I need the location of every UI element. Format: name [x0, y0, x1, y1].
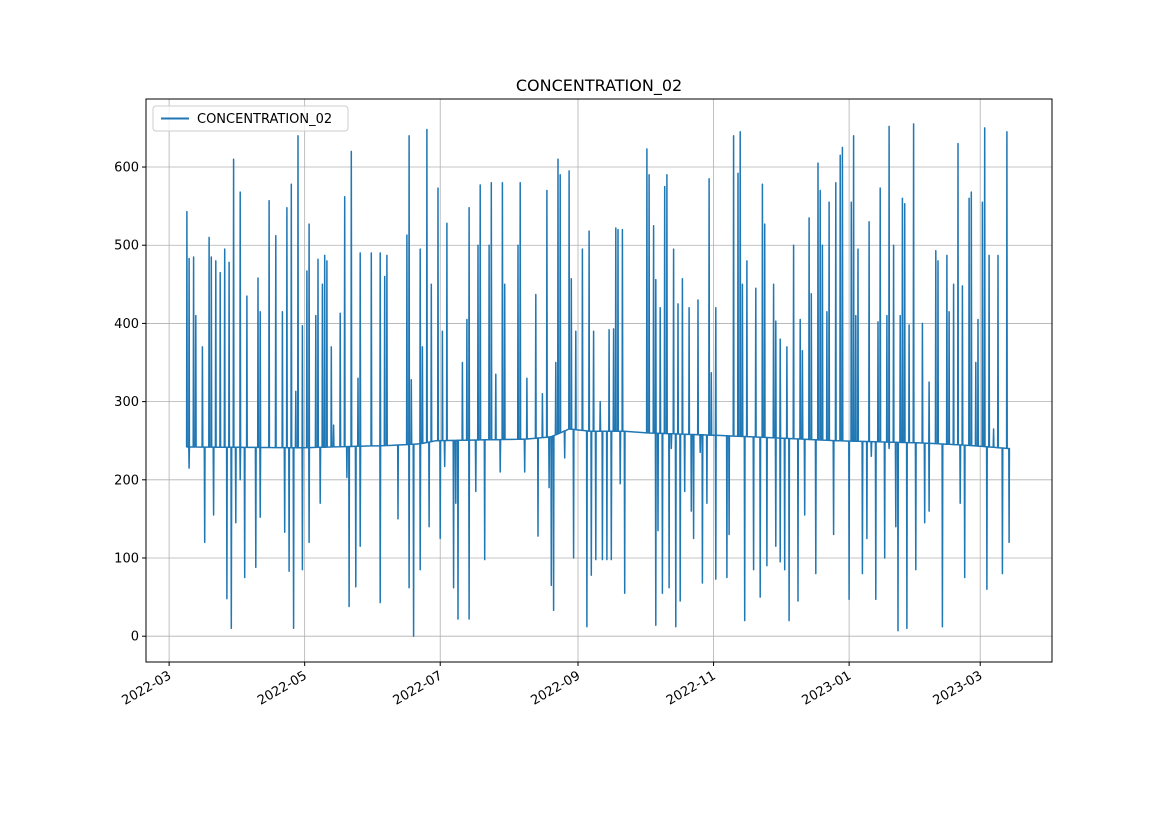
- legend-label: CONCENTRATION_02: [197, 112, 332, 127]
- y-tick-label: 500: [114, 239, 139, 254]
- y-tick-label: 600: [114, 161, 139, 176]
- y-tick-label: 400: [114, 317, 139, 332]
- y-tick-label: 200: [114, 473, 139, 488]
- legend: CONCENTRATION_02: [153, 106, 348, 131]
- y-tick-label: 300: [114, 395, 139, 410]
- y-tick-label: 100: [114, 552, 139, 567]
- y-tick-label: 0: [131, 630, 139, 645]
- chart-title: CONCENTRATION_02: [516, 76, 682, 96]
